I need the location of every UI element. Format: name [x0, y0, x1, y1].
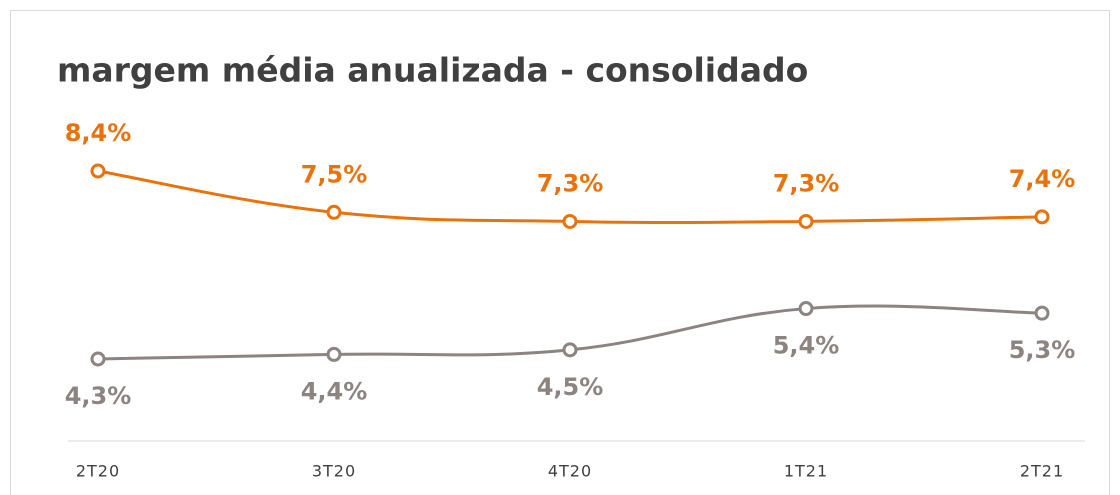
point: [90, 351, 106, 367]
point: [1034, 305, 1050, 321]
x-tick-label: 4T20: [548, 462, 592, 481]
point: [326, 346, 342, 362]
x-tick-label: 2T21: [1020, 462, 1064, 481]
point: [562, 213, 578, 229]
point: [798, 301, 814, 317]
value-label: 7,3%: [537, 169, 604, 197]
point: [90, 163, 106, 179]
value-label: 7,5%: [301, 160, 368, 188]
x-tick-label: 3T20: [312, 462, 356, 481]
value-label: 5,4%: [773, 332, 840, 360]
value-label: 5,3%: [1009, 336, 1076, 364]
value-label: 4,3%: [65, 382, 132, 410]
value-label: 4,5%: [537, 373, 604, 401]
value-label: 4,4%: [301, 377, 368, 405]
point: [1034, 209, 1050, 225]
value-label: 8,4%: [65, 119, 132, 147]
value-label: 7,4%: [1009, 165, 1076, 193]
chart-title: margem média anualizada - consolidado: [57, 51, 808, 90]
value-label: 7,3%: [773, 169, 840, 197]
point: [562, 342, 578, 358]
x-tick-label: 2T20: [76, 462, 120, 481]
x-tick-label: 1T21: [784, 462, 828, 481]
frame: [10, 10, 1110, 495]
point: [326, 204, 342, 220]
point: [798, 213, 814, 229]
